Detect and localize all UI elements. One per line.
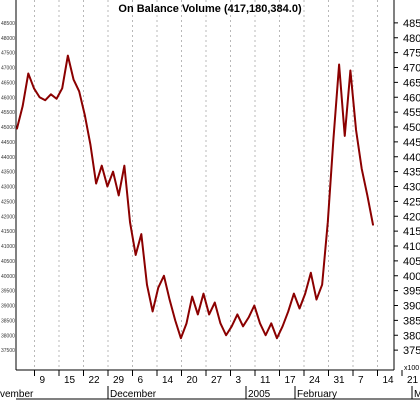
right-axis-tick-label: 380 [403,330,420,342]
x-axis: 915222961420273111724317142128vemberDece… [0,370,420,400]
right-axis-tick-label: 385 [403,315,420,327]
left-axis-tick-label: 40500 [1,259,15,265]
right-axis: 375 380 385 390 395 400 405 410 415 420 425 430 435 4… [394,18,420,357]
chart-title: On Balance Volume (417,180,384.0) [118,3,302,15]
left-axis-tick-label: 42500 [1,199,15,205]
x-axis-tick-label: 9 [40,375,46,386]
left-axis-tick-label: 45000 [1,125,15,131]
left-axis-tick-label: 46500 [1,80,15,86]
left-axis-tick-label: 39500 [1,289,15,295]
left-axis-tick-label: 40000 [1,274,15,280]
x-axis-tick-label: 14 [162,375,174,386]
right-axis-tick-label: 430 [403,182,420,194]
x-axis-tick-label: 7 [358,375,364,386]
right-axis-tick-label: 395 [403,286,420,298]
right-axis-tick-label: 400 [403,271,420,283]
month-label: M [414,389,420,400]
x-axis-tick-label: 31 [334,375,346,386]
obv-series-line [16,54,374,340]
right-axis-tick-label: 445 [403,137,420,149]
left-axis-tick-label: 42000 [1,214,15,220]
left-axis-tick-label: 38500 [1,318,15,324]
left-axis-tick-label: 47500 [1,51,15,57]
right-axis-tick-label: 480 [403,33,420,45]
right-axis-tick-label: 460 [403,92,420,104]
x-axis-tick-label: 20 [187,375,199,386]
month-label: February [297,389,337,400]
month-label: 2005 [248,389,271,400]
right-axis-tick-label: 470 [403,63,420,75]
right-axis-tick-label: 485 [403,18,420,30]
right-axis-tick-label: 455 [403,107,420,119]
left-axis-tick-label: 48000 [1,36,15,42]
left-axis-tick-label: 41500 [1,229,15,235]
left-axis-tick-label: 44000 [1,155,15,161]
left-axis-tick-label: 41000 [1,244,15,250]
month-label: vember [0,389,34,400]
left-axis-tick-label: 43000 [1,185,15,191]
left-axis-tick-label: 46000 [1,95,15,101]
x-axis-tick-label: 24 [309,375,321,386]
left-axis-tick-label: 38000 [1,333,15,339]
x-axis-tick-label: 6 [138,375,144,386]
x-axis-tick-label: 27 [211,375,223,386]
x-axis-tick-label: 15 [64,375,76,386]
x-axis-tick-label: 3 [236,375,242,386]
left-axis-tick-label: 47000 [1,66,15,72]
y-scale-label: x100 [404,365,419,372]
right-axis-tick-label: 465 [403,77,420,89]
x-axis-tick-label: 17 [285,375,297,386]
series-group [16,54,374,340]
right-axis-tick-label: 440 [403,152,420,164]
x-axis-tick-label: 22 [89,375,101,386]
right-axis-tick-label: 435 [403,167,420,179]
left-axis-tick-label: 44500 [1,140,15,146]
month-label: December [110,389,157,400]
left-axis-tick-label: 48500 [1,21,15,27]
right-axis-tick-label: 475 [403,48,420,60]
left-axis-tick-label: 45500 [1,110,15,116]
left-axis-tick-label: 37500 [1,348,15,354]
left-axis-tick-label: 39000 [1,304,15,310]
right-axis-tick-label: 390 [403,301,420,313]
plot-area [16,0,394,370]
right-axis-tick-label: 420 [403,211,420,223]
x-axis-tick-label: 29 [113,375,125,386]
right-axis-tick-label: 405 [403,256,420,268]
grid-lines [34,0,378,370]
left-axis-tick-label: 43500 [1,170,15,176]
right-axis-tick-label: 375 [403,345,420,357]
right-axis-tick-label: 415 [403,226,420,238]
right-axis-tick-label: 450 [403,122,420,134]
x-axis-tick-label: 14 [383,375,395,386]
x-axis-tick-label: 11 [260,375,271,386]
x-axis-tick-label: 21 [407,375,419,386]
left-axis: 37500 38000 38500 39000 39500 40000 40500 41000… [1,21,15,354]
right-axis-tick-label: 410 [403,241,420,253]
right-axis-tick-label: 425 [403,196,420,208]
